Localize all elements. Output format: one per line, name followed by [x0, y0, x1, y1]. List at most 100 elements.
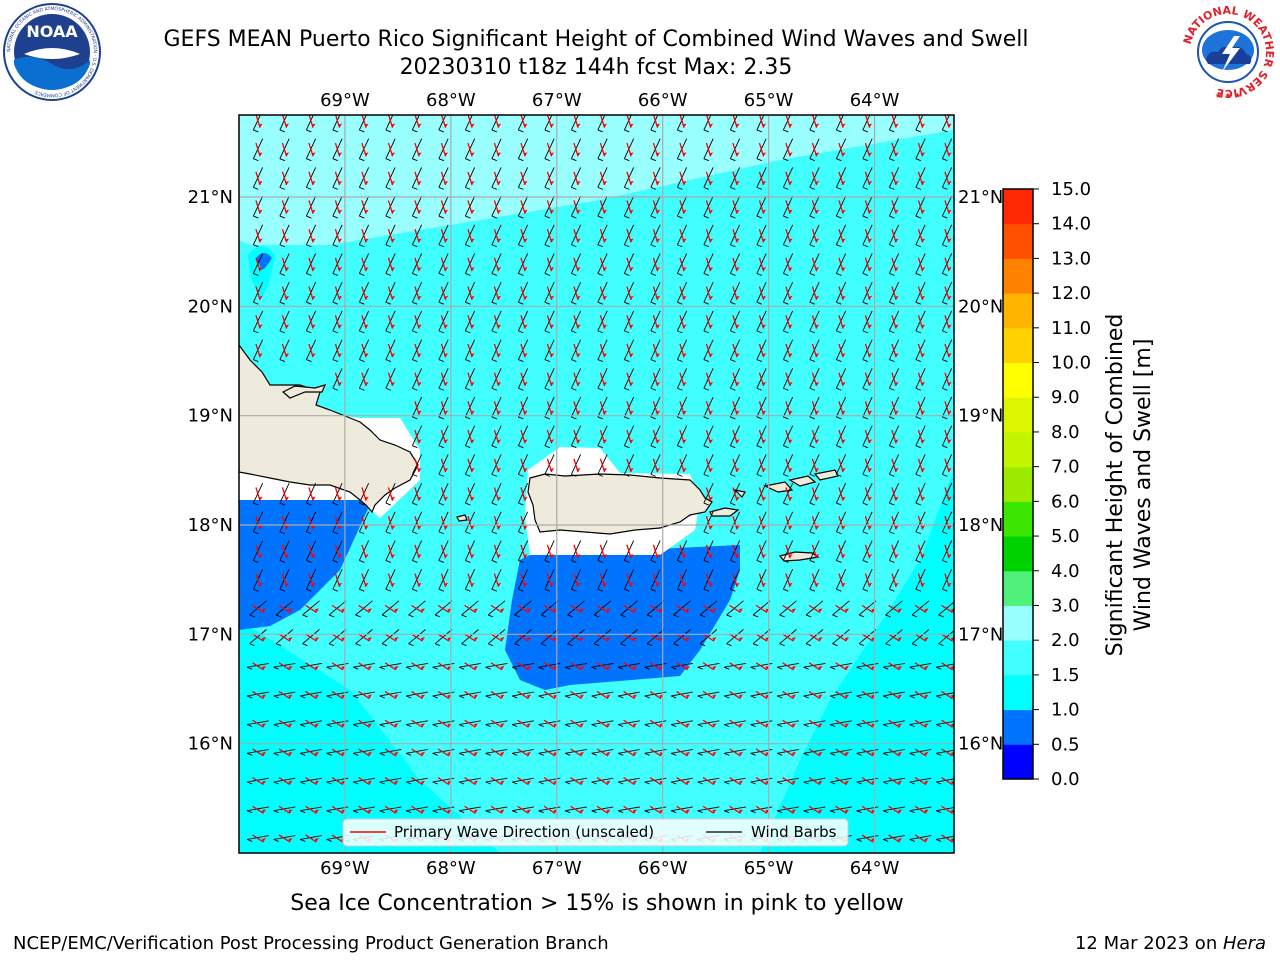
- wind-barb-feather: [591, 752, 597, 756]
- wind-barb-feather: [379, 752, 385, 756]
- wave-arrow-head: [606, 665, 611, 670]
- wind-barb-feather: [915, 416, 922, 420]
- wave-arrow-head: [314, 809, 319, 814]
- wave-direction-arrow: [861, 805, 874, 814]
- wave-arrow-head: [788, 295, 793, 300]
- wind-barb: [459, 662, 481, 668]
- wind-barb-feather: [405, 752, 412, 756]
- wave-arrow-head: [394, 665, 399, 670]
- wind-barb-feather: [385, 560, 392, 563]
- colorbar-tick-label: 4.0: [1051, 561, 1080, 582]
- colorbar-label-line2: Wind Waves and Swell [m]: [1131, 339, 1156, 632]
- wind-barb-feather: [544, 473, 551, 477]
- wave-arrow-head: [632, 637, 637, 642]
- wave-arrow-head: [762, 468, 767, 473]
- wave-arrow-head: [391, 525, 396, 530]
- wave-direction-arrow: [782, 662, 794, 671]
- wave-arrow-head: [444, 295, 449, 300]
- wind-barb-feather: [942, 215, 948, 219]
- wind-barb-feather: [862, 301, 869, 305]
- wind-barb-feather: [938, 614, 944, 618]
- wind-barb: [697, 662, 720, 668]
- wave-direction-arrow: [570, 748, 582, 757]
- wind-barb-feather: [438, 387, 445, 391]
- wind-barb-feather: [889, 301, 895, 305]
- wave-arrow-head: [844, 780, 849, 785]
- wave-arrow-head: [788, 152, 793, 157]
- wave-arrow-head: [338, 353, 343, 358]
- wind-barb-feather: [328, 614, 335, 618]
- wave-direction-arrow: [490, 805, 503, 814]
- wave-arrow-head: [682, 295, 687, 300]
- wind-barb-feather: [650, 560, 657, 563]
- land-saona-coast: [281, 384, 327, 399]
- wave-arrow-head: [603, 381, 608, 386]
- wave-arrow-head: [258, 152, 263, 157]
- wave-arrow-head: [603, 123, 608, 128]
- wind-barb-feather: [756, 330, 763, 334]
- wind-barb: [355, 600, 373, 616]
- wind-barb-feather: [756, 158, 763, 162]
- wave-direction-arrow: [676, 777, 688, 786]
- wind-barb-feather: [862, 330, 869, 334]
- wave-arrow-head: [868, 582, 873, 587]
- wind-barb-feather: [511, 695, 518, 699]
- wave-arrow-head: [682, 324, 687, 329]
- wind-barb-feather: [385, 502, 392, 506]
- wind-barb-feather: [915, 531, 922, 535]
- wind-barb-feather: [253, 273, 259, 276]
- wind-barb-feather: [644, 695, 650, 699]
- wind-barb-feather: [809, 531, 816, 535]
- wave-direction-arrow: [808, 604, 821, 613]
- wind-barb-feather: [620, 614, 626, 618]
- wind-barb-feather: [359, 129, 365, 133]
- wave-arrow-head: [523, 468, 528, 473]
- wave-direction-arrow: [702, 748, 715, 757]
- wind-barb-feather: [650, 273, 657, 276]
- wind-barb-feather: [726, 643, 732, 647]
- wave-direction-arrow: [331, 834, 344, 843]
- wind-barb-feather: [809, 502, 816, 506]
- wind-barb-feather: [465, 158, 471, 162]
- wave-direction-arrow: [596, 690, 609, 700]
- wave-arrow-head: [788, 353, 793, 358]
- wind-barb-feather: [677, 588, 683, 592]
- wind-barb-feather: [491, 387, 498, 391]
- wind-barb-feather: [434, 614, 441, 618]
- wind-barb-feather: [776, 752, 783, 756]
- wind-barb: [512, 749, 534, 754]
- wind-barb-feather: [730, 244, 736, 248]
- wave-direction-arrow: [596, 719, 609, 728]
- wind-barb-feather: [836, 387, 842, 391]
- wave-direction-arrow: [384, 604, 397, 613]
- wind-barb-feather: [491, 416, 498, 420]
- wave-arrow-head: [576, 238, 581, 243]
- wind-barb-feather: [465, 387, 471, 391]
- colorbar-segment: [1003, 466, 1033, 502]
- wind-barb-feather: [730, 445, 736, 449]
- wave-direction-arrow: [808, 719, 821, 728]
- wave-arrow-head: [470, 381, 475, 386]
- wave-arrow-head: [656, 468, 661, 473]
- wind-barb-feather: [783, 301, 789, 305]
- wind-barb-feather: [703, 473, 710, 477]
- wind-barb-feather: [511, 724, 518, 728]
- wind-barb-feather: [889, 502, 895, 506]
- wind-barb-feather: [352, 810, 359, 814]
- colorbar-segment: [1003, 327, 1033, 364]
- wave-arrow-head: [550, 267, 555, 272]
- wave-arrow-head: [894, 238, 899, 243]
- wave-arrow-head: [947, 209, 952, 214]
- wind-barb-feather: [856, 810, 862, 814]
- colorbar-tick-label: 0.0: [1051, 769, 1080, 790]
- wave-direction-arrow: [411, 719, 423, 728]
- wind-barb: [936, 663, 954, 668]
- wind-barb-feather: [942, 244, 948, 248]
- wave-arrow-head: [868, 152, 873, 157]
- wind-barb-feather: [909, 752, 915, 756]
- wave-direction-arrow: [464, 690, 476, 700]
- wave-arrow-head: [497, 152, 502, 157]
- wave-direction-arrow: [411, 748, 423, 757]
- wave-arrow-head: [738, 694, 743, 699]
- wind-barb-feather: [617, 695, 624, 699]
